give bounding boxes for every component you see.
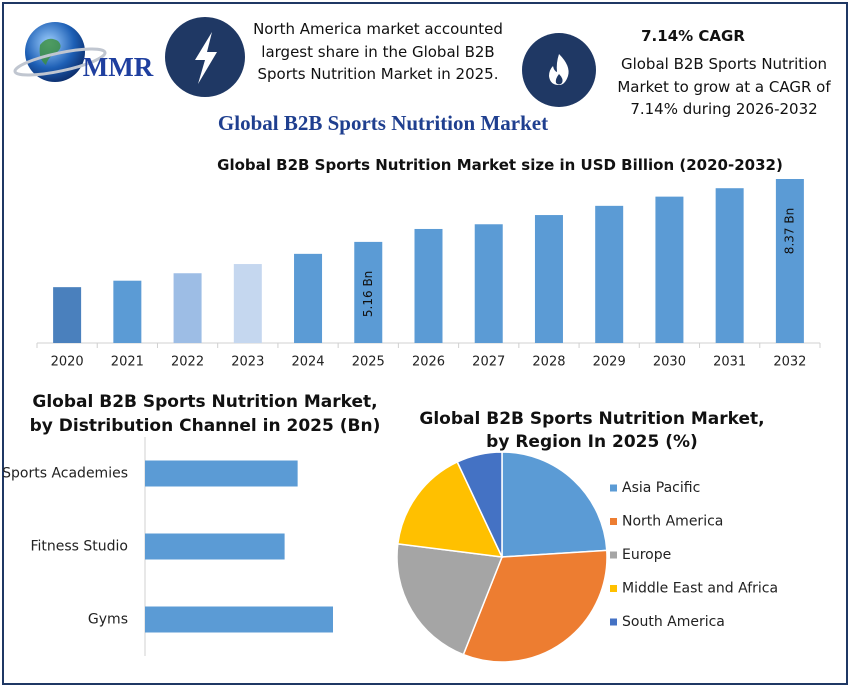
bar	[715, 188, 744, 343]
bar	[354, 241, 383, 343]
legend-label: Europe	[622, 547, 671, 563]
pie-slice	[456, 451, 503, 558]
bar	[414, 228, 443, 343]
flame-inner	[555, 74, 563, 85]
legend-swatch	[610, 585, 617, 592]
pie-slice	[396, 543, 504, 656]
bar	[113, 280, 142, 343]
x-tick-label: 2029	[593, 355, 626, 370]
flame-icon	[549, 54, 569, 85]
logo-ring	[13, 47, 107, 77]
x-tick-label: 2023	[231, 355, 264, 370]
x-tick-label: 2032	[773, 355, 806, 370]
x-tick-label: 2026	[412, 355, 445, 370]
bar	[233, 264, 262, 343]
bar	[173, 273, 202, 343]
logo-text: MMR	[83, 52, 154, 82]
bar	[53, 287, 82, 343]
x-tick-label: 2025	[352, 355, 385, 370]
y-tick-label: Fitness Studio	[30, 539, 128, 555]
pie-slice	[462, 549, 608, 663]
x-tick-label: 2027	[472, 355, 505, 370]
legend-swatch	[610, 551, 617, 559]
x-tick-label: 2022	[171, 355, 204, 370]
pie-slice	[501, 451, 608, 558]
data-label: 5.16 Bn	[361, 271, 375, 317]
bolt-icon	[195, 32, 217, 84]
cagr-text: Global B2B Sports Nutrition Market to gr…	[617, 55, 831, 118]
legend-label: South America	[622, 614, 725, 630]
pie-slice	[396, 460, 504, 558]
legend-label: North America	[622, 514, 723, 530]
note-left: North America market accounted largest s…	[253, 20, 503, 83]
cagr-title: 7.14% CAGR	[641, 27, 745, 45]
bar	[145, 533, 285, 560]
x-tick-label: 2021	[111, 355, 144, 370]
bar	[595, 205, 624, 343]
chart-title: Global B2B Sports Nutrition Market size …	[217, 156, 783, 174]
legend-swatch	[610, 518, 617, 525]
chart-title: Global B2B Sports Nutrition Market, by R…	[419, 409, 765, 452]
bar	[775, 179, 804, 343]
logo-land	[39, 38, 61, 65]
data-label: 8.37 Bn	[782, 208, 796, 254]
x-tick-label: 2020	[51, 355, 84, 370]
bar	[534, 215, 563, 343]
chart-title: Global B2B Sports Nutrition Market, by D…	[29, 392, 381, 436]
x-tick-label: 2031	[713, 355, 746, 370]
y-tick-label: Gyms	[88, 612, 128, 628]
y-tick-label: Sports Academies	[2, 466, 128, 482]
x-tick-label: 2030	[653, 355, 686, 370]
bar	[145, 460, 298, 487]
legend-label: Asia Pacific	[622, 480, 700, 496]
bar	[294, 253, 323, 343]
legend-label: Middle East and Africa	[622, 581, 778, 597]
bar	[145, 606, 333, 633]
x-tick-label: 2024	[291, 355, 324, 370]
legend-swatch	[610, 618, 617, 626]
main-title: Global B2B Sports Nutrition Market	[217, 111, 549, 135]
bar	[655, 196, 684, 343]
x-tick-label: 2028	[532, 355, 565, 370]
legend-swatch	[610, 484, 617, 492]
bar	[474, 224, 503, 343]
